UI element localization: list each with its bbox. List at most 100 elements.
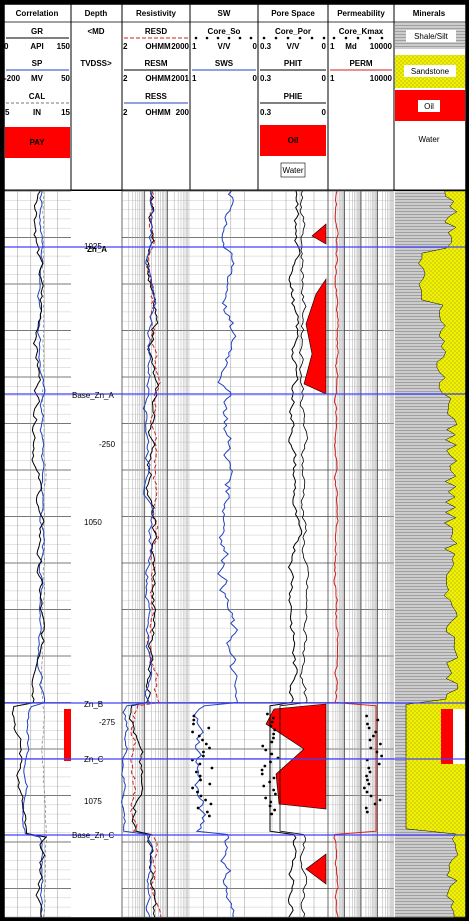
core-so-point bbox=[192, 718, 196, 722]
zone-label-zn-c: Zn_C bbox=[84, 755, 104, 764]
track-title-depth: Depth bbox=[85, 9, 108, 18]
curve-name-core-so: Core_So bbox=[208, 27, 241, 36]
core-kmax-max: 10000 bbox=[370, 42, 393, 51]
core-so-point bbox=[191, 730, 194, 734]
water-mineral-label: Water bbox=[418, 135, 439, 144]
zone-label-zn-a: Zn_A bbox=[87, 245, 107, 254]
sp-max: 50 bbox=[61, 74, 70, 83]
depth-label-1025: 1025 bbox=[84, 242, 102, 251]
sws-min: 1 bbox=[192, 74, 197, 83]
resm-unit: OHMM bbox=[145, 74, 171, 83]
core-so-point bbox=[204, 798, 207, 802]
resm-min: 2 bbox=[123, 74, 128, 83]
core-por-point bbox=[268, 780, 272, 784]
phie-max: 0 bbox=[322, 108, 327, 117]
shale-label: Shale/Silt bbox=[414, 32, 449, 41]
core-kmax-point bbox=[367, 726, 371, 730]
resm-curve bbox=[128, 190, 160, 918]
zone-label-zn-b: Zn_B bbox=[84, 700, 103, 709]
zone-labels: Zn_A Base_Zn_A Zn_B Zn_C Base_Zn_C bbox=[72, 245, 114, 840]
oil-fill-b bbox=[265, 703, 327, 810]
track-title-minerals: Minerals bbox=[413, 9, 446, 18]
core-por-point bbox=[273, 728, 277, 732]
core-so-max: 0 bbox=[253, 42, 258, 51]
minerals-track bbox=[395, 190, 466, 918]
core-so-point bbox=[202, 750, 205, 754]
sws-curve bbox=[193, 190, 239, 918]
core-so-point bbox=[201, 754, 205, 758]
core-kmax-point bbox=[380, 754, 384, 758]
core-por-point bbox=[269, 760, 272, 764]
sand-label: Sandstone bbox=[411, 67, 450, 76]
core-kmax-point bbox=[367, 766, 371, 770]
ress-max: 200 bbox=[176, 108, 190, 117]
core-por-point bbox=[273, 808, 277, 812]
depth-label-1050: 1050 bbox=[84, 518, 102, 527]
zone-label-base-zn-a: Base_Zn_A bbox=[72, 391, 114, 400]
resd-max: 2000 bbox=[171, 42, 189, 51]
core-kmax-legend-dots bbox=[332, 36, 384, 40]
zone-label-base-zn-c: Base_Zn_C bbox=[72, 831, 114, 840]
core-kmax-point bbox=[362, 786, 366, 790]
core-so-legend-dots bbox=[194, 36, 253, 40]
cal-curve bbox=[41, 190, 47, 918]
core-so-point bbox=[199, 794, 203, 798]
core-por-point bbox=[268, 804, 272, 808]
log-curves bbox=[11, 190, 384, 918]
sws-max: 0 bbox=[253, 74, 258, 83]
phit-curve bbox=[269, 190, 303, 918]
core-kmax-point bbox=[364, 806, 368, 810]
core-por-point bbox=[261, 744, 265, 748]
depth-label-1075: 1075 bbox=[84, 797, 102, 806]
core-so-point bbox=[199, 778, 202, 782]
core-kmax-point bbox=[373, 802, 377, 806]
phit-max: 0 bbox=[322, 74, 327, 83]
curve-name-core-por: Core_Por bbox=[275, 27, 311, 36]
core-kmax-point bbox=[369, 746, 373, 750]
phit-min: 0.3 bbox=[260, 74, 272, 83]
core-so-point bbox=[198, 774, 202, 778]
curve-name-phit: PHIT bbox=[284, 59, 302, 68]
phie-min: 0.3 bbox=[260, 108, 272, 117]
core-kmax-point bbox=[377, 762, 381, 766]
ress-unit: OHMM bbox=[145, 108, 171, 117]
core-kmax-point bbox=[378, 742, 382, 746]
core-por-point bbox=[264, 748, 268, 752]
core-por-unit: V/V bbox=[287, 42, 301, 51]
core-so-point bbox=[192, 722, 195, 726]
core-kmax-point bbox=[374, 730, 378, 734]
core-kmax-point bbox=[365, 810, 369, 814]
core-por-point bbox=[262, 784, 266, 788]
core-kmax-point bbox=[365, 790, 369, 794]
depth-md-label: <MD bbox=[87, 27, 104, 36]
core-so-point bbox=[198, 762, 202, 766]
oil-mineral-label: Oil bbox=[424, 102, 434, 111]
core-so-point bbox=[208, 746, 211, 750]
core-so-point bbox=[196, 806, 200, 810]
track-title-permeability: Permeability bbox=[337, 9, 385, 18]
oil-fill-d bbox=[305, 853, 327, 885]
core-por-point bbox=[270, 752, 274, 756]
curve-name-perm: PERM bbox=[349, 59, 372, 68]
resd-min: 2 bbox=[123, 42, 128, 51]
zone-tops bbox=[4, 246, 466, 836]
core-por-point bbox=[272, 776, 276, 780]
core-por-min: 0.3 bbox=[260, 42, 272, 51]
core-kmax-point bbox=[375, 750, 379, 754]
core-kmax-point bbox=[376, 718, 380, 722]
curve-name-resd: RESD bbox=[145, 27, 167, 36]
curve-name-gr: GR bbox=[31, 27, 43, 36]
core-so-point bbox=[204, 742, 208, 746]
core-por-point bbox=[272, 788, 276, 792]
core-kmax-point bbox=[366, 778, 369, 782]
sp-min: -200 bbox=[4, 74, 21, 83]
core-so-min: 1 bbox=[192, 42, 197, 51]
core-por-point bbox=[266, 712, 269, 716]
well-log-plot: Correlation GR 0 API 150 SP -200 MV 50 C… bbox=[4, 4, 466, 918]
core-por-point bbox=[272, 736, 275, 740]
core-por-point bbox=[274, 792, 277, 796]
core-so-point bbox=[210, 766, 214, 770]
curve-name-core-kmax: Core_Kmax bbox=[339, 27, 384, 36]
core-kmax-point bbox=[368, 770, 372, 774]
gr-curve bbox=[11, 190, 48, 918]
